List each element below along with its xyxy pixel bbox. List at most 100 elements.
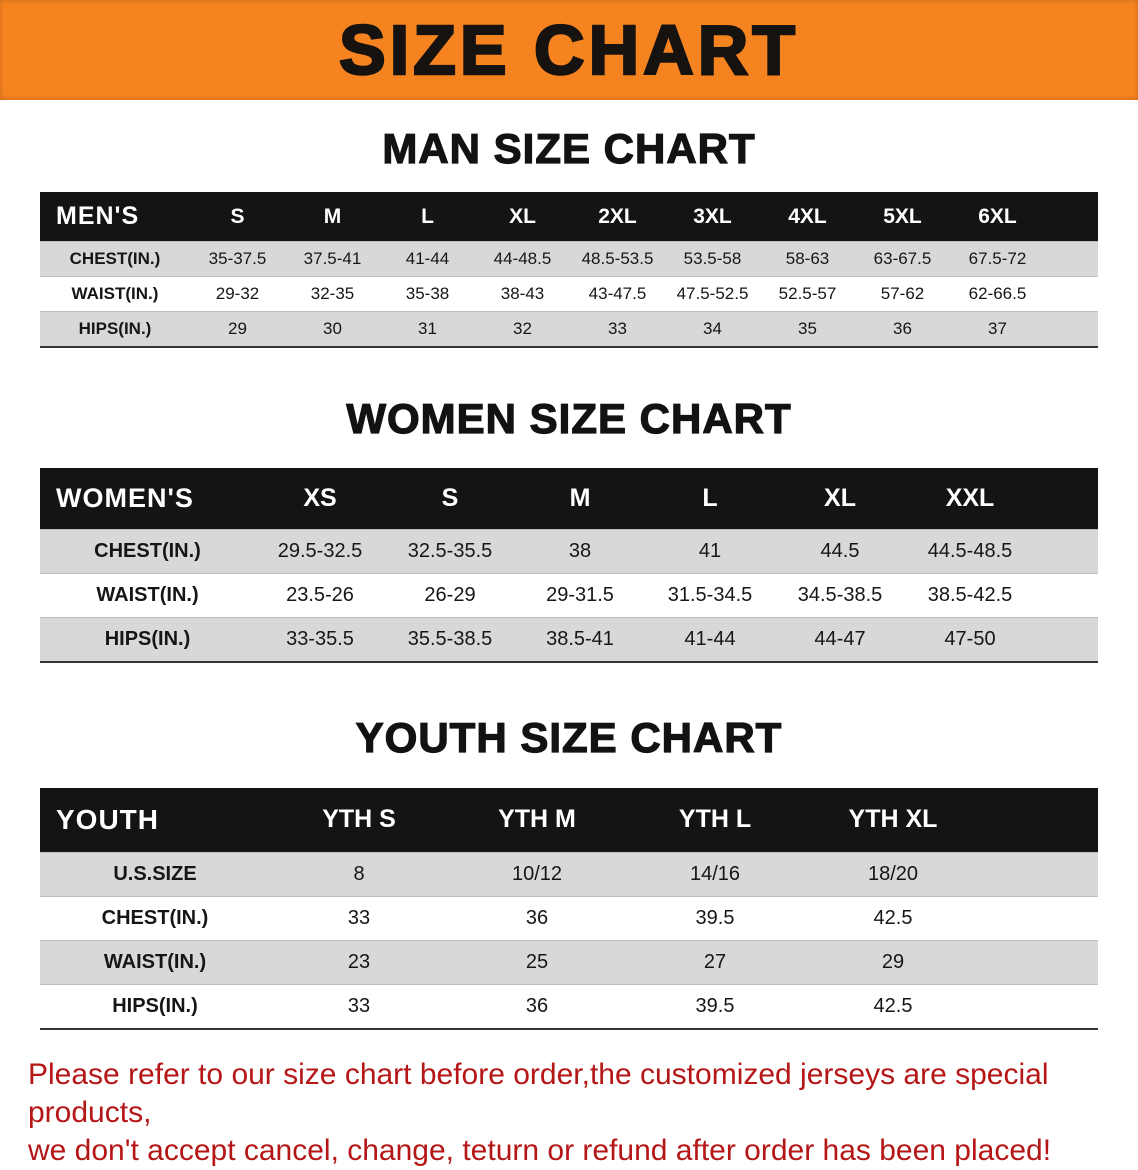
size-col-header: YTH M — [448, 787, 626, 853]
size-value: 63-67.5 — [855, 241, 950, 277]
size-value: 37 — [950, 311, 1045, 348]
spacer-cell — [1035, 573, 1098, 618]
size-value: 41-44 — [380, 241, 475, 277]
youth-waist-row: WAIST(IN.) 23 25 27 29 — [40, 939, 1098, 985]
size-value: 29 — [190, 311, 285, 348]
size-value: 23.5-26 — [255, 573, 385, 618]
size-value: 36 — [855, 311, 950, 348]
spacer-cell — [1035, 617, 1098, 663]
size-value: 39.5 — [626, 983, 804, 1029]
size-col-header: YTH S — [270, 787, 448, 853]
size-value: 35 — [760, 311, 855, 348]
size-value: 27 — [626, 939, 804, 985]
row-label: WAIST(IN.) — [40, 939, 270, 985]
size-value: 41 — [645, 529, 775, 574]
size-value: 29.5-32.5 — [255, 529, 385, 574]
size-value: 36 — [448, 983, 626, 1029]
size-value: 58-63 — [760, 241, 855, 277]
size-value: 41-44 — [645, 617, 775, 663]
size-value: 42.5 — [804, 895, 982, 941]
size-value: 10/12 — [448, 851, 626, 897]
spacer-cell — [982, 851, 1098, 897]
size-value: 53.5-58 — [665, 241, 760, 277]
spacer-cell — [1035, 468, 1098, 530]
size-col-header: L — [380, 192, 475, 242]
size-col-header: S — [190, 192, 285, 242]
size-col-header: 4XL — [760, 192, 855, 242]
size-col-header: XXL — [905, 468, 1035, 530]
size-value: 23 — [270, 939, 448, 985]
size-value: 34 — [665, 311, 760, 348]
row-label: CHEST(IN.) — [40, 895, 270, 941]
size-value: 31 — [380, 311, 475, 348]
size-value: 30 — [285, 311, 380, 348]
size-value: 43-47.5 — [570, 276, 665, 312]
size-value: 44-47 — [775, 617, 905, 663]
women-chest-row: CHEST(IN.) 29.5-32.5 32.5-35.5 38 41 44.… — [40, 529, 1098, 574]
size-col-header: XL — [775, 468, 905, 530]
row-label: U.S.SIZE — [40, 851, 270, 897]
size-col-header: 2XL — [570, 192, 665, 242]
row-label: HIPS(IN.) — [40, 983, 270, 1029]
size-value: 38.5-42.5 — [905, 573, 1035, 618]
women-section: WOMEN SIZE CHART WOMEN'S XS S M L XL XXL — [0, 395, 1138, 664]
size-value: 35.5-38.5 — [385, 617, 515, 663]
size-value: 35-38 — [380, 276, 475, 312]
women-waist-row: WAIST(IN.) 23.5-26 26-29 29-31.5 31.5-34… — [40, 573, 1098, 618]
men-size-table: MEN'S S M L XL 2XL 3XL 4XL 5XL 6XL CHEST… — [40, 192, 1098, 349]
size-value: 14/16 — [626, 851, 804, 897]
size-value: 33-35.5 — [255, 617, 385, 663]
row-label: CHEST(IN.) — [40, 241, 190, 277]
size-value: 36 — [448, 895, 626, 941]
size-col-header: 3XL — [665, 192, 760, 242]
women-header-row: WOMEN'S XS S M L XL XXL — [40, 468, 1098, 530]
size-value: 29-31.5 — [515, 573, 645, 618]
youth-hips-row: HIPS(IN.) 33 36 39.5 42.5 — [40, 983, 1098, 1029]
women-table-title: WOMEN'S — [40, 468, 255, 530]
row-label: CHEST(IN.) — [40, 529, 255, 574]
size-col-header: S — [385, 468, 515, 530]
size-value: 57-62 — [855, 276, 950, 312]
size-value: 25 — [448, 939, 626, 985]
size-value: 39.5 — [626, 895, 804, 941]
size-value: 44.5-48.5 — [905, 529, 1035, 574]
youth-ussize-row: U.S.SIZE 8 10/12 14/16 18/20 — [40, 851, 1098, 897]
spacer-cell — [982, 983, 1098, 1029]
women-heading: WOMEN SIZE CHART — [346, 395, 792, 443]
size-value: 29-32 — [190, 276, 285, 312]
size-col-header: M — [515, 468, 645, 530]
size-value: 47.5-52.5 — [665, 276, 760, 312]
size-col-header: XL — [475, 192, 570, 242]
row-label: HIPS(IN.) — [40, 311, 190, 348]
banner: SIZE CHART — [0, 0, 1138, 100]
size-value: 34.5-38.5 — [775, 573, 905, 618]
size-value: 18/20 — [804, 851, 982, 897]
spacer-cell — [1035, 529, 1098, 574]
youth-size-table: YOUTH YTH S YTH M YTH L YTH XL U.S.SIZE … — [40, 787, 1098, 1030]
youth-header-row: YOUTH YTH S YTH M YTH L YTH XL — [40, 787, 1098, 853]
size-value: 33 — [270, 895, 448, 941]
youth-section: YOUTH SIZE CHART YOUTH YTH S YTH M YTH L… — [0, 714, 1138, 1030]
size-col-header: M — [285, 192, 380, 242]
size-col-header: YTH XL — [804, 787, 982, 853]
size-value: 26-29 — [385, 573, 515, 618]
size-value: 47-50 — [905, 617, 1035, 663]
spacer-cell — [982, 939, 1098, 985]
size-value: 8 — [270, 851, 448, 897]
disclaimer-line-1: Please refer to our size chart before or… — [28, 1057, 1049, 1129]
spacer-cell — [1045, 311, 1098, 348]
size-col-header: 6XL — [950, 192, 1045, 242]
row-label: WAIST(IN.) — [40, 573, 255, 618]
size-value: 32.5-35.5 — [385, 529, 515, 574]
size-value: 38 — [515, 529, 645, 574]
spacer-cell — [1045, 276, 1098, 312]
size-value: 37.5-41 — [285, 241, 380, 277]
size-col-header: L — [645, 468, 775, 530]
size-value: 33 — [270, 983, 448, 1029]
women-size-table: WOMEN'S XS S M L XL XXL CHEST(IN.) 29.5-… — [40, 468, 1098, 664]
women-hips-row: HIPS(IN.) 33-35.5 35.5-38.5 38.5-41 41-4… — [40, 617, 1098, 663]
youth-heading: YOUTH SIZE CHART — [355, 714, 783, 762]
size-value: 38.5-41 — [515, 617, 645, 663]
size-value: 32 — [475, 311, 570, 348]
